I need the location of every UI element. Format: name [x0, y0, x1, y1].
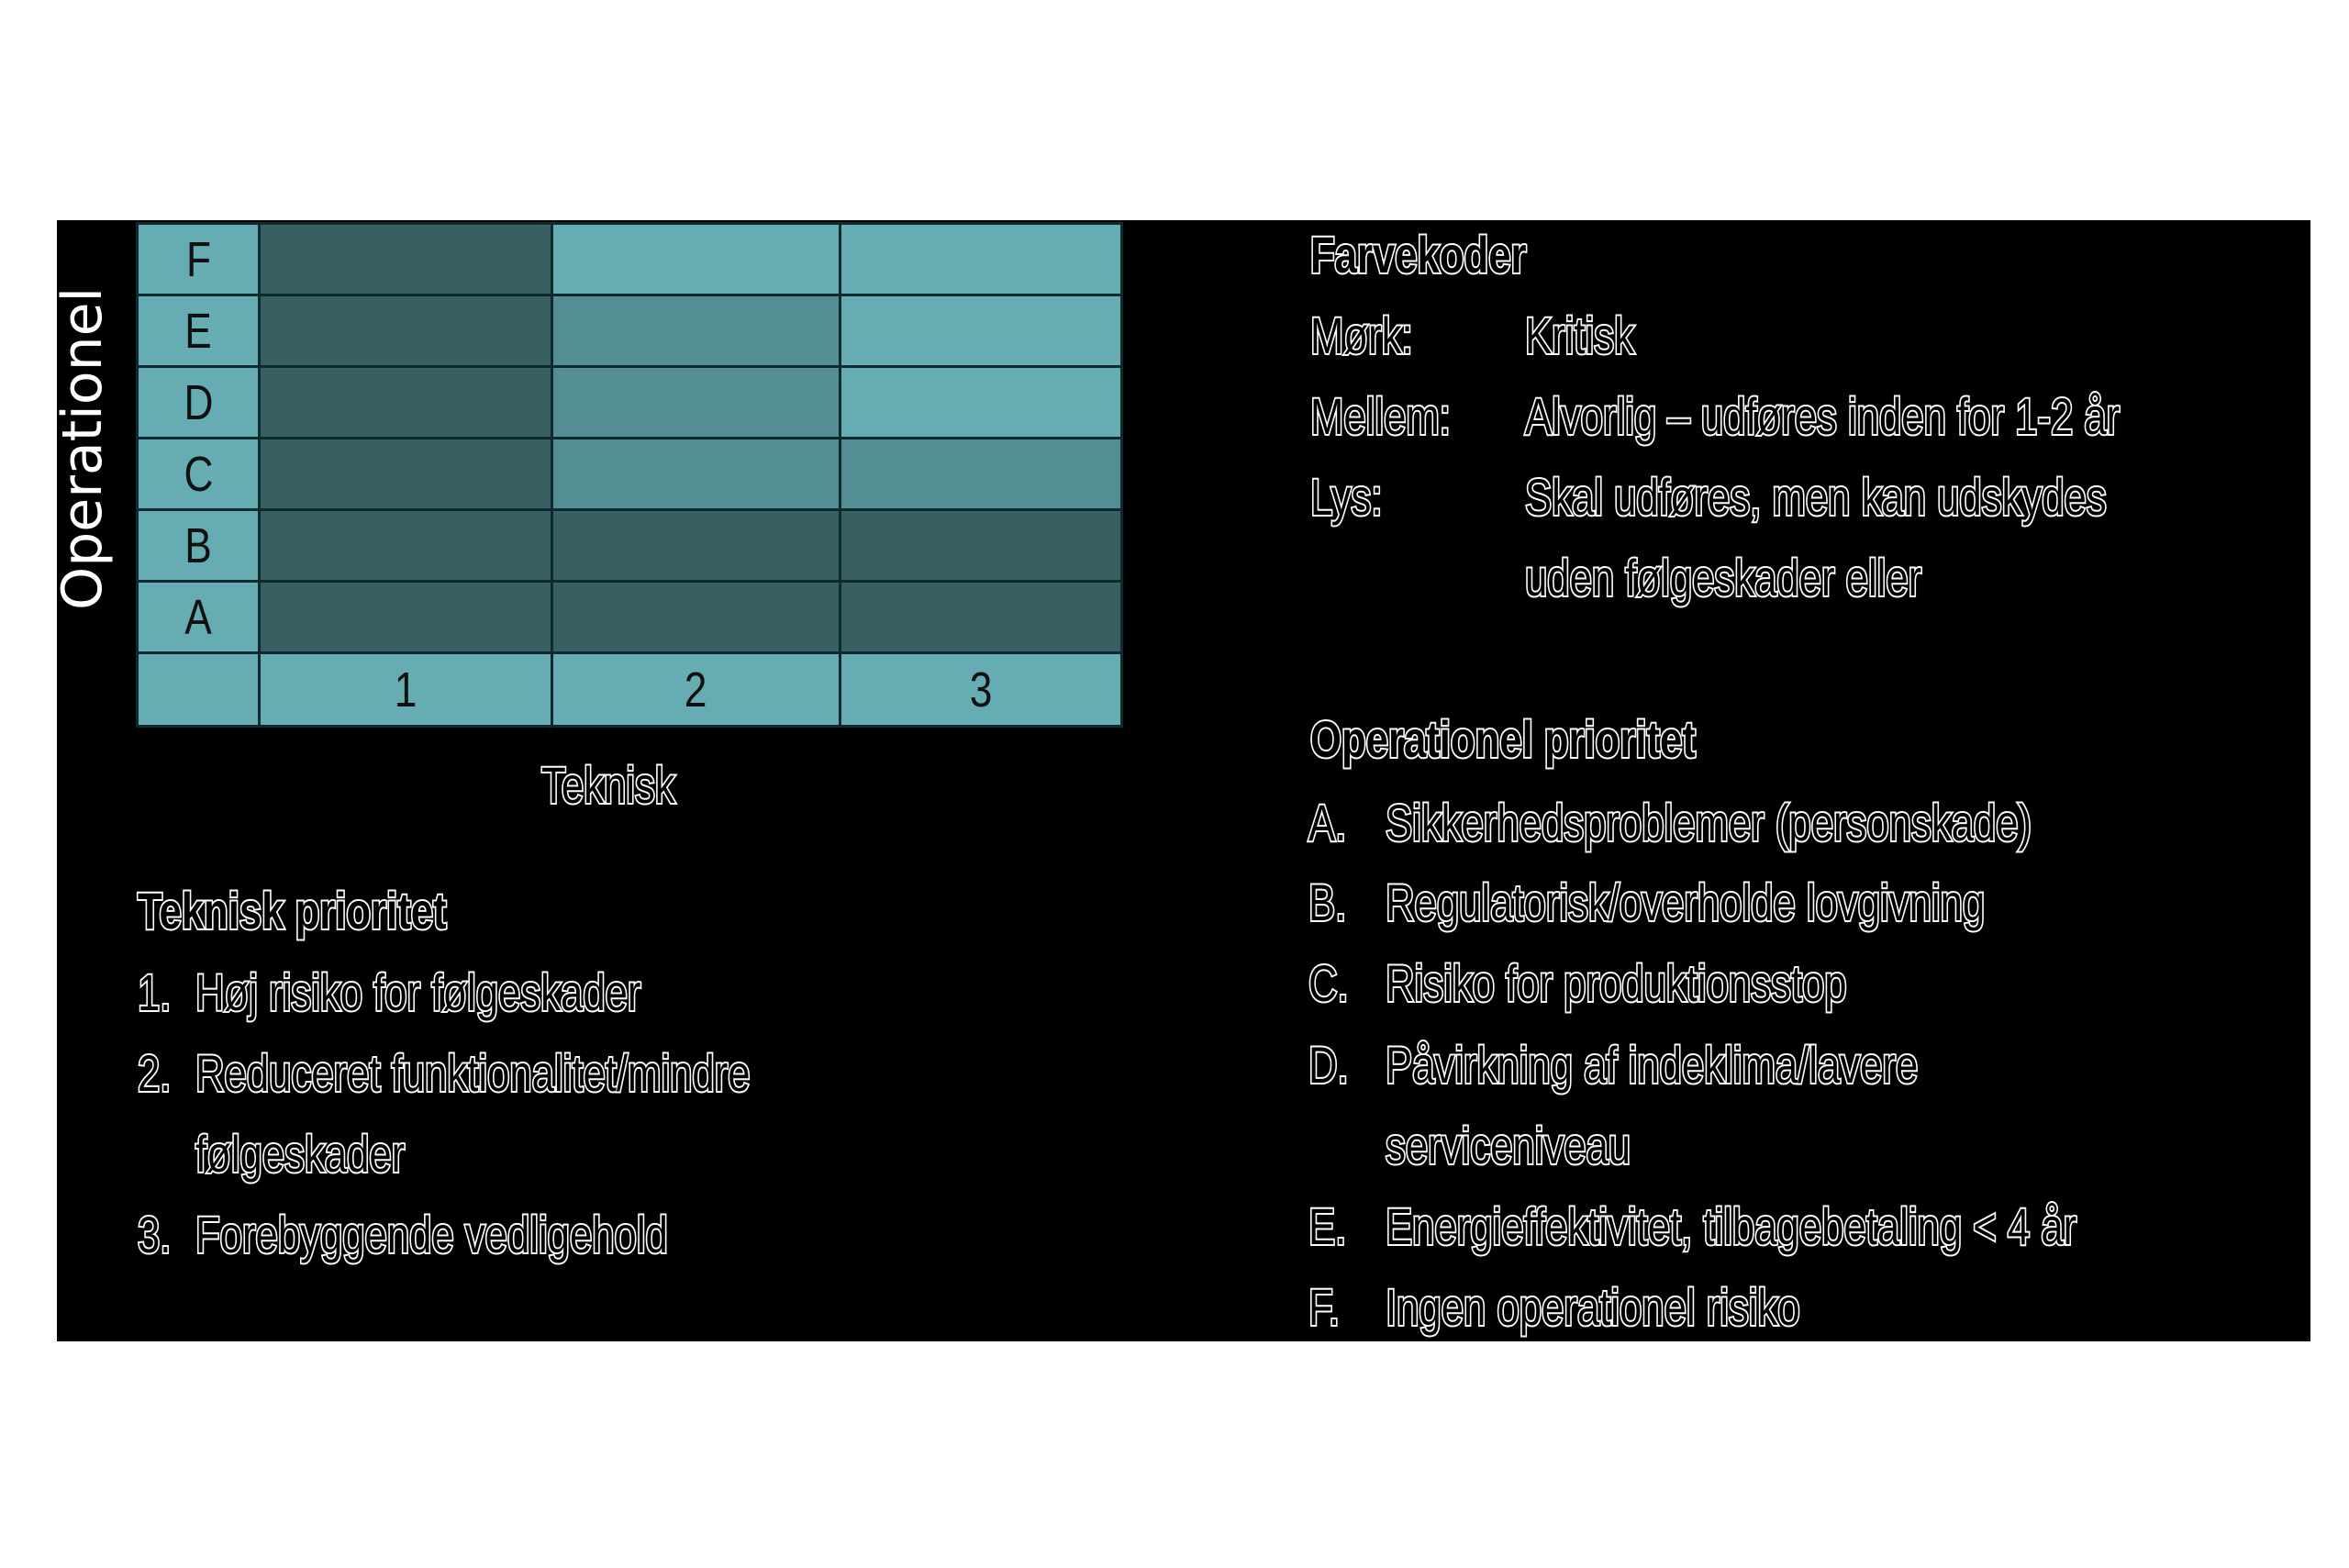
matrix-cell — [839, 437, 1123, 511]
col-label: 2 — [551, 651, 841, 728]
list-item-continuation: serviceniveau — [1384, 1117, 1631, 1174]
matrix-cell — [551, 580, 841, 654]
list-marker: 1. — [136, 963, 173, 1021]
matrix-cell — [551, 508, 841, 583]
color-key: Mørk: — [1308, 306, 1414, 364]
list-item: Sikkerhedsproblemer (personskade) — [1384, 794, 2032, 851]
row-label: D — [136, 365, 261, 439]
list-marker: A. — [1307, 794, 1347, 851]
row-label: B — [136, 508, 261, 583]
row-label: A — [136, 580, 261, 654]
priority-matrix: F E D C B A 1 2 3 — [136, 222, 1123, 728]
matrix-row-c: C — [136, 437, 1123, 511]
list-marker: 2. — [136, 1044, 173, 1102]
list-item: Ingen operationel risiko — [1384, 1278, 1801, 1336]
list-item: Risiko for produktionsstop — [1384, 954, 1848, 1012]
matrix-column-labels: 1 2 3 — [136, 651, 1123, 728]
color-value-continuation: uden følgeskader eller — [1523, 549, 1922, 606]
matrix-row-b: B — [136, 508, 1123, 583]
corner-cell — [136, 651, 261, 728]
matrix-cell — [551, 222, 841, 296]
matrix-cell — [258, 222, 553, 296]
list-item: Energieffektivitet, tilbagebetaling < 4 … — [1384, 1197, 2077, 1255]
matrix-cell — [839, 222, 1123, 296]
row-label: C — [136, 437, 261, 511]
matrix-row-d: D — [136, 365, 1123, 439]
list-marker: B. — [1307, 873, 1347, 931]
matrix-cell — [258, 437, 553, 511]
list-item: Forebyggende vedligehold — [194, 1206, 669, 1263]
matrix-cell — [258, 580, 553, 654]
matrix-cell — [258, 294, 553, 368]
operational-priority-title: Operationel prioritet — [1308, 710, 1697, 768]
matrix-cell — [258, 508, 553, 583]
matrix-cell — [551, 294, 841, 368]
list-marker: D. — [1307, 1036, 1350, 1094]
matrix-cell — [839, 580, 1123, 654]
matrix-row-e: E — [136, 294, 1123, 368]
matrix-cell — [839, 294, 1123, 368]
matrix-row-a: A — [136, 580, 1123, 654]
col-label: 3 — [839, 651, 1123, 728]
list-item-continuation: følgeskader — [194, 1125, 406, 1183]
list-marker: 3. — [136, 1206, 173, 1263]
list-marker: C. — [1307, 954, 1350, 1012]
color-value: Skal udføres, men kan udskydes — [1523, 468, 2108, 526]
color-value: Kritisk — [1523, 306, 1635, 364]
list-item: Reduceret funktionalitet/mindre — [194, 1044, 751, 1102]
color-key: Lys: — [1308, 468, 1384, 526]
color-codes-title: Farvekoder — [1308, 226, 1528, 284]
matrix-cell — [258, 365, 553, 439]
matrix-row-f: F — [136, 222, 1123, 296]
list-item: Regulatorisk/overholde lovgivning — [1384, 873, 1986, 931]
list-marker: F. — [1307, 1278, 1341, 1336]
y-axis-label: Operationel — [50, 286, 115, 610]
matrix-cell — [839, 508, 1123, 583]
matrix-cell — [839, 365, 1123, 439]
x-axis-label: Teknisk — [540, 756, 676, 814]
color-value: Alvorlig – udføres inden for 1-2 år — [1523, 387, 2121, 445]
col-label: 1 — [258, 651, 553, 728]
matrix-cell — [551, 365, 841, 439]
row-label: E — [136, 294, 261, 368]
technical-priority-title: Teknisk prioritet — [136, 882, 448, 940]
list-item: Høj risiko for følgeskader — [194, 963, 642, 1021]
list-item: Påvirkning af indeklima/lavere — [1384, 1036, 1919, 1094]
matrix-cell — [551, 437, 841, 511]
row-label: F — [136, 222, 261, 296]
color-key: Mellem: — [1308, 387, 1452, 445]
list-marker: E. — [1307, 1197, 1347, 1255]
